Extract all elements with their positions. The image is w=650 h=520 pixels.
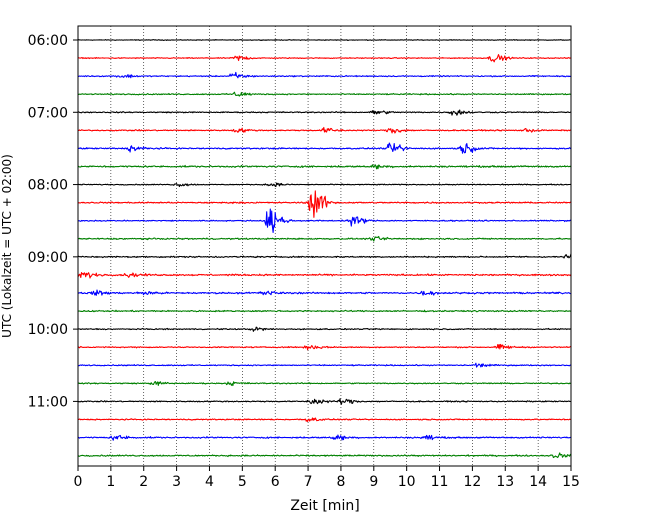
y-tick-label: 09:00 bbox=[28, 250, 68, 266]
seismic-trace bbox=[77, 164, 572, 170]
x-tick-label: 0 bbox=[74, 474, 83, 490]
x-tick-label: 11 bbox=[431, 474, 449, 490]
x-tick-label: 2 bbox=[139, 474, 148, 490]
x-axis-label: Zeit [min] bbox=[290, 498, 359, 514]
seismic-trace bbox=[78, 235, 572, 242]
x-tick-label: 1 bbox=[106, 474, 115, 490]
x-tick-label: 14 bbox=[529, 474, 547, 490]
seismic-trace bbox=[77, 54, 572, 63]
y-tick-label: 07:00 bbox=[28, 105, 68, 121]
seismic-trace bbox=[77, 142, 572, 154]
y-tick-label: 08:00 bbox=[28, 178, 68, 194]
seismic-trace bbox=[77, 253, 572, 259]
x-tick-label: 12 bbox=[463, 474, 481, 490]
x-tick-label: 13 bbox=[496, 474, 514, 490]
seismic-trace bbox=[77, 343, 572, 351]
y-axis-label: UTC (Lokalzeit = UTC + 02:00) bbox=[0, 154, 14, 338]
x-tick-label: 6 bbox=[271, 474, 280, 490]
seismic-trace bbox=[77, 208, 572, 233]
seismic-trace bbox=[77, 182, 572, 188]
seismic-trace bbox=[78, 309, 572, 313]
seismic-trace bbox=[77, 452, 572, 459]
y-tick-label: 06:00 bbox=[28, 33, 68, 49]
seismic-trace bbox=[77, 71, 572, 79]
axes: 0 1 2 3 4 5 6 7 8 9 10 11 12 13 14 1506:0007:0008:0009:… bbox=[28, 33, 580, 490]
seismic-trace bbox=[77, 398, 572, 405]
x-tick-label: 4 bbox=[205, 474, 214, 490]
x-tick-label: 9 bbox=[369, 474, 378, 490]
seismic-trace bbox=[77, 39, 571, 42]
trace-layer bbox=[77, 39, 572, 459]
seismic-trace bbox=[78, 381, 572, 387]
seismic-trace bbox=[77, 190, 572, 218]
y-tick-label: 10:00 bbox=[28, 322, 68, 338]
seismic-trace bbox=[77, 109, 572, 116]
plot-frame bbox=[77, 25, 572, 467]
x-tick-label: 10 bbox=[398, 474, 416, 490]
y-tick-label: 11:00 bbox=[28, 394, 68, 410]
x-tick-label: 15 bbox=[562, 474, 580, 490]
x-tick-label: 3 bbox=[172, 474, 181, 490]
seismic-trace bbox=[77, 362, 571, 368]
x-tick-label: 5 bbox=[238, 474, 247, 490]
x-tick-label: 7 bbox=[304, 474, 313, 490]
seismic-trace bbox=[77, 289, 572, 296]
seismic-trace bbox=[77, 417, 572, 422]
seismic-trace bbox=[77, 434, 572, 441]
seismic-trace bbox=[78, 126, 572, 134]
x-tick-label: 8 bbox=[336, 474, 345, 490]
seismic-trace bbox=[77, 91, 572, 97]
seismic-trace bbox=[77, 272, 572, 279]
vertical-grid bbox=[110, 26, 539, 466]
seismic-trace bbox=[77, 326, 572, 332]
